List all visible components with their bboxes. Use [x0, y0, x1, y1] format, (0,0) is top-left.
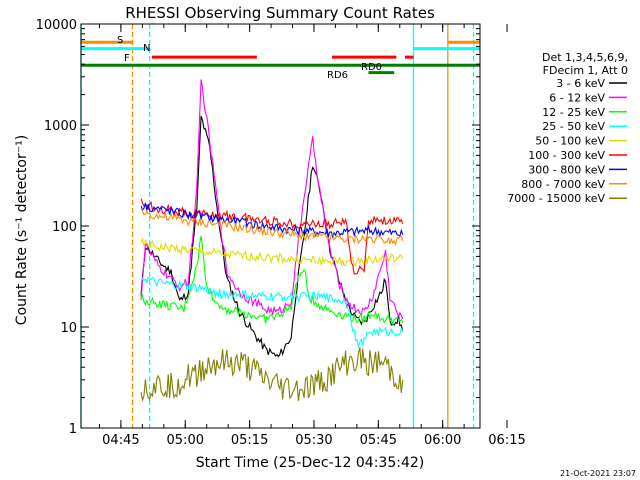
flag-label-f: F — [124, 53, 130, 64]
x-tick-label: 05:30 — [295, 433, 332, 448]
plot-timestamp: 21-Oct-2021 23:07 — [560, 469, 636, 478]
legend-header-line: Det 1,3,4,5,6,9, — [542, 51, 628, 64]
x-axis-label: Start Time (25-Dec-12 04:35:42) — [196, 455, 424, 471]
legend-entry-label: 12 - 25 keV — [542, 106, 605, 119]
plot-frame — [80, 23, 481, 429]
series-line-7 — [140, 207, 404, 247]
y-tick-label: 1000 — [44, 119, 77, 134]
flag-label-rd0: RD0 — [361, 62, 382, 73]
series-line-4 — [140, 236, 404, 267]
y-tick-label: 1 — [69, 422, 77, 437]
x-tick-label: 06:00 — [424, 433, 461, 448]
series-line-2 — [140, 235, 404, 327]
axes: 04:45 05:00 05:15 05:30 05:45 06:00 06:15 1 10 10… — [36, 18, 526, 448]
legend-entry-label: 25 - 50 keV — [542, 120, 605, 133]
series-line-8 — [140, 347, 404, 403]
legend-entry-label: 3 - 6 keV — [556, 77, 605, 90]
y-tick-label: 10000 — [36, 18, 77, 33]
flag-label-n: N — [143, 43, 150, 54]
legend-entry-label: 7000 - 15000 keV — [507, 192, 605, 205]
legend-entry-label: 50 - 100 keV — [535, 135, 605, 148]
flag-label-rd6: RD6 — [327, 70, 348, 81]
x-tick-label: 06:15 — [488, 433, 525, 448]
plot-area: S N F RD0 RD6 — [80, 24, 480, 428]
legend-entry-label: 6 - 12 keV — [549, 91, 605, 104]
y-tick-label: 100 — [52, 220, 77, 235]
series-line-6 — [140, 202, 404, 239]
flag-label-s: S — [117, 35, 123, 46]
series-line-1 — [140, 79, 404, 320]
legend: Det 1,3,4,5,6,9,FDecim 1, Att 03 - 6 keV… — [507, 51, 628, 205]
legend-entry-label: 800 - 7000 keV — [521, 178, 605, 191]
x-tick-label: 05:45 — [360, 433, 397, 448]
y-tick-label: 10 — [60, 321, 77, 336]
y-axis-label: Count Rate (s⁻¹ detector⁻¹) — [14, 135, 30, 325]
x-tick-label: 05:15 — [231, 433, 268, 448]
legend-entry-label: 300 - 800 keV — [528, 163, 605, 176]
series-line-3 — [140, 276, 404, 349]
chart-title: RHESSI Observing Summary Count Rates — [125, 4, 435, 22]
legend-header-line: FDecim 1, Att 0 — [543, 64, 628, 77]
x-tick-label: 04:45 — [102, 433, 139, 448]
x-tick-label: 05:00 — [167, 433, 204, 448]
legend-entry-label: 100 - 300 keV — [528, 149, 605, 162]
series-line-5 — [140, 198, 404, 275]
